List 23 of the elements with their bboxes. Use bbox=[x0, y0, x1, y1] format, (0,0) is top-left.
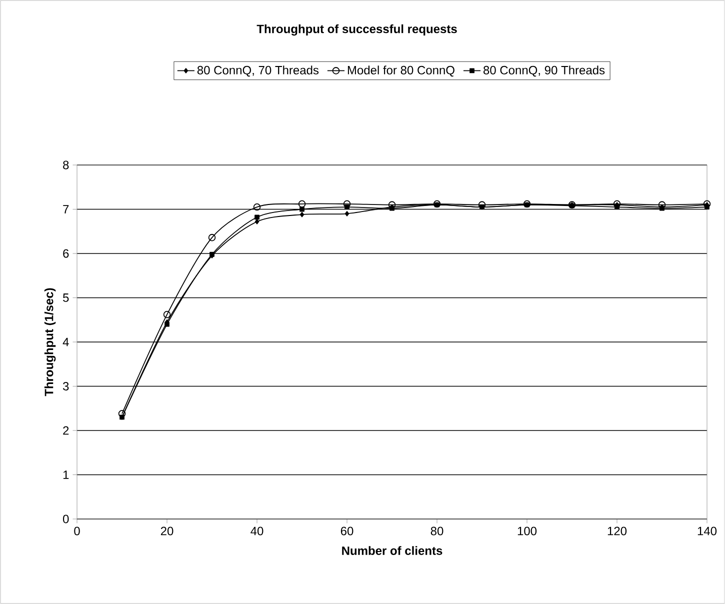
x-tick-label: 20 bbox=[160, 526, 174, 536]
x-tick-label: 80 bbox=[430, 526, 444, 536]
x-tick-label: 100 bbox=[518, 526, 537, 536]
y-tick-label: 8 bbox=[63, 160, 69, 170]
y-tick-label: 2 bbox=[63, 426, 69, 435]
y-tick-label: 7 bbox=[63, 205, 69, 214]
y-tick-label: 0 bbox=[63, 514, 69, 524]
legend-label: 80 ConnQ, 90 Threads bbox=[484, 66, 605, 77]
x-tick-label: 140 bbox=[698, 526, 717, 536]
x-axis-title: Number of clients bbox=[342, 546, 442, 555]
legend-label: Model for 80 ConnQ bbox=[348, 66, 454, 77]
legend-label: 80 ConnQ, 70 Threads bbox=[197, 66, 319, 77]
y-tick-label: 5 bbox=[63, 294, 69, 302]
y-tick-label: 4 bbox=[62, 338, 69, 346]
x-tick-label: 0 bbox=[74, 526, 80, 536]
y-tick-label: 3 bbox=[62, 382, 69, 390]
y-tick-label: 1 bbox=[63, 470, 69, 479]
x-tick-label: 120 bbox=[608, 526, 627, 536]
x-tick-label: 40 bbox=[250, 526, 264, 536]
y-axis-title: Throughput (1/sec) bbox=[44, 288, 56, 396]
chart-title: Throughput of successful requests bbox=[256, 24, 457, 36]
x-tick-label: 60 bbox=[340, 526, 354, 536]
y-tick-label: 6 bbox=[63, 249, 69, 258]
